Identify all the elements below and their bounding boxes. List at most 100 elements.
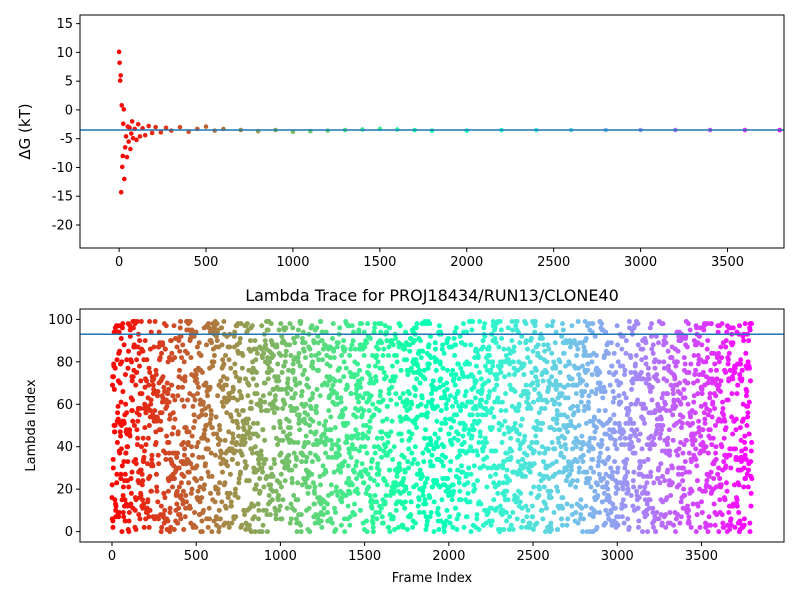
lambda-point [422,376,428,382]
lambda-point [527,359,533,365]
lambda-point [151,376,157,382]
lambda-point [591,435,597,441]
lambda-point [233,448,239,454]
lambda-point [292,507,298,513]
lambda-point [256,456,262,462]
lambda-point [208,412,214,418]
lambda-point [494,382,500,388]
lambda-point [328,414,334,420]
lambda-point [244,321,250,327]
lambda-point [133,382,139,388]
lambda-point [148,329,154,335]
lambda-point [321,423,327,428]
lambda-point [219,499,225,505]
lambda-point [224,410,230,416]
lambda-point [635,342,641,348]
lambda-point [539,397,545,403]
lambda-point [308,406,314,412]
lambda-point [599,442,605,448]
lambda-point [284,505,290,511]
lambda-point [675,452,681,458]
lambda-point [545,342,551,348]
lambda-point [523,338,529,344]
lambda-point [220,386,226,392]
lambda-point [465,490,471,496]
lambda-point [705,338,711,344]
lambda-point [540,459,546,465]
lambda-point [355,490,361,496]
lambda-point [469,433,475,439]
lambda-point [310,359,316,365]
lambda-point [496,427,502,433]
lambda-point [510,359,516,365]
lambda-point [615,522,621,528]
lambda-point [452,352,458,358]
lambda-point [441,529,447,535]
lambda-point [585,399,591,405]
lambda-point [585,480,591,486]
lambda-point [156,344,162,350]
lambda-point [143,410,149,416]
lambda-point [680,465,686,471]
lambda-point [458,497,464,503]
lambda-point [353,391,359,397]
lambda-point [216,524,222,530]
lambda-point [491,414,497,420]
lambda-point [318,482,324,488]
lambda-point [682,459,688,465]
lambda-point [660,321,666,327]
lambda-point [275,374,281,380]
lambda-point [702,488,708,494]
delta-g-point [117,60,122,66]
lambda-point [597,384,603,390]
lambda-point [512,372,518,378]
lambda-point [568,467,574,473]
lambda-point [610,399,616,405]
lambda-point [226,524,232,530]
lambda-point [715,471,721,477]
lambda-point [403,329,409,335]
lambda-point [622,465,628,471]
lambda-point [183,499,189,505]
lambda-point [517,499,523,505]
lambda-point [363,518,369,524]
lambda-point [132,507,138,513]
lambda-point [205,524,211,530]
lambda-point [321,431,327,437]
lambda-point [485,465,491,471]
lambda-point [135,435,141,441]
lambda-point [645,372,651,378]
lambda-point [699,386,705,392]
lambda-point [246,478,252,484]
lambda-point [229,456,235,462]
lambda-point [263,507,269,513]
lambda-point [591,469,597,475]
lambda-point [280,497,286,503]
lambda-point [259,355,265,361]
lambda-point [161,520,167,526]
lambda-point [703,359,709,365]
lambda-point [421,367,427,373]
lambda-point [652,408,658,414]
lambda-point [599,499,605,505]
lambda-point [415,503,421,509]
delta-g-point [124,154,130,160]
lambda-point [243,376,249,382]
lambda-point [523,503,529,509]
lambda-point [738,357,744,363]
lambda-point [373,510,379,516]
lambda-point [353,414,359,420]
lambda-point [156,329,162,335]
lambda-point [119,325,125,331]
lambda-point [199,529,205,535]
lambda-point [706,473,712,479]
lambda-point [155,389,161,395]
lambda-point [613,369,619,375]
lambda-point [639,446,645,452]
lambda-point [265,327,271,333]
lambda-point [287,431,293,437]
lambda-point [518,393,524,399]
lambda-point [638,369,644,375]
lambda-point [449,497,455,503]
lambda-point [117,450,123,456]
